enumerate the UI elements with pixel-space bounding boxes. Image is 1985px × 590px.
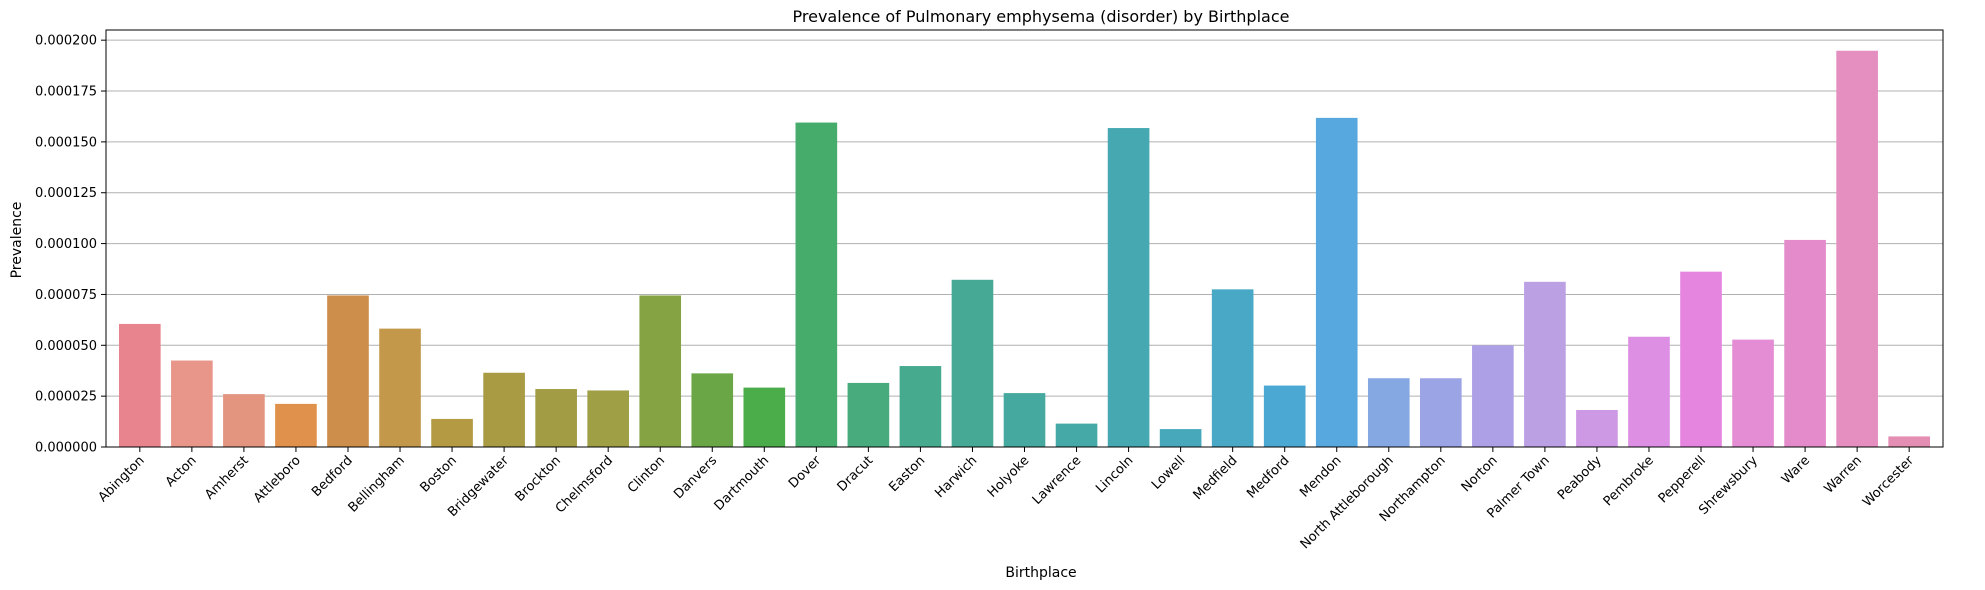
bar-chelmsford (587, 390, 629, 447)
bar-northampton (1420, 378, 1462, 447)
bar-attleboro (275, 403, 317, 447)
bar-clinton (639, 295, 682, 447)
y-tick-label: 0.000125 (35, 186, 97, 201)
y-axis-label: Prevalence (9, 202, 25, 279)
y-tick-label: 0.000000 (35, 441, 97, 456)
bar-medfield (1211, 289, 1254, 447)
y-tick-label: 0.000050 (35, 339, 97, 354)
bar-warren (1836, 50, 1878, 447)
y-axis-ticks: 0.000000 0.000025 0.000050 0.000075 0.000100… (35, 34, 106, 456)
bar-lawrence (1055, 423, 1098, 447)
bar-boston (431, 418, 473, 447)
bar-bellingham (379, 328, 421, 447)
y-tick-label: 0.000100 (35, 237, 97, 252)
bar-bridgewater (483, 372, 525, 447)
bar-lincoln (1107, 128, 1150, 448)
y-tick-label: 0.000200 (35, 34, 97, 49)
bar-peabody (1576, 409, 1618, 447)
bar-harwich (951, 279, 994, 447)
bar-lowell (1159, 429, 1202, 447)
y-tick-label: 0.000150 (35, 135, 97, 150)
bar-acton (171, 360, 213, 447)
bar-dracut (847, 382, 890, 447)
bar-pembroke (1628, 336, 1670, 447)
bar-norton (1472, 345, 1514, 447)
plot-frame (105, 29, 1944, 448)
bar-mendon (1315, 117, 1358, 447)
bar-ware (1784, 239, 1826, 447)
bar-palmer-town (1524, 281, 1566, 447)
bars (119, 50, 1930, 448)
y-tick-label: 0.000075 (35, 288, 97, 303)
bar-amherst (223, 394, 265, 447)
bar-abington (119, 323, 161, 447)
y-tick-label: 0.000025 (35, 390, 97, 405)
bar-holyoke (1003, 393, 1046, 447)
bar-pepperell (1680, 271, 1722, 447)
bar-danvers (691, 373, 734, 447)
bar-north-attleborough (1367, 378, 1410, 447)
bar-worcester (1888, 436, 1930, 447)
y-tick-label: 0.000175 (35, 85, 97, 100)
bar-brockton (535, 389, 577, 447)
chart-title: Prevalence of Pulmonary emphysema (disor… (793, 7, 1290, 26)
x-axis-label: Birthplace (1005, 565, 1076, 581)
bar-dover (795, 122, 838, 448)
bar-bedford (327, 295, 369, 447)
bar-shrewsbury (1732, 339, 1774, 447)
bar-easton (899, 366, 942, 447)
bar-medford (1263, 385, 1306, 447)
bar-dartmouth (743, 387, 786, 447)
